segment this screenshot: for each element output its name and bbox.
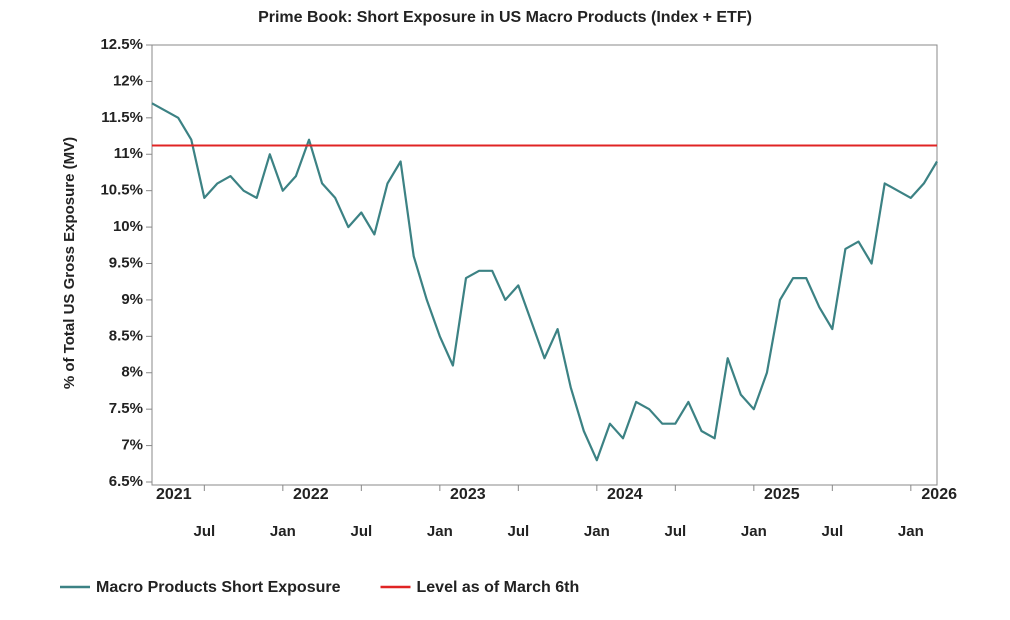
y-tick-label: 11% bbox=[114, 145, 143, 162]
x-tick-label: Jan bbox=[741, 523, 767, 540]
legend-label: Macro Products Short Exposure bbox=[96, 579, 341, 596]
year-label: 2021 bbox=[156, 486, 192, 503]
y-axis-label: % of Total US Gross Exposure (MV) bbox=[61, 137, 78, 389]
x-tick-label: Jul bbox=[193, 523, 215, 540]
legend-label: Level as of March 6th bbox=[417, 579, 580, 596]
y-tick-label: 8% bbox=[121, 364, 143, 381]
y-tick-label: 10.5% bbox=[100, 182, 143, 199]
plot-frame bbox=[151, 44, 938, 486]
y-tick-label: 9% bbox=[121, 291, 143, 308]
y-tick-label: 12.5% bbox=[100, 36, 143, 53]
y-tick-label: 11.5% bbox=[101, 109, 143, 126]
y-tick-label: 12% bbox=[113, 72, 143, 89]
year-label: 2023 bbox=[450, 486, 486, 503]
x-tick-label: Jan bbox=[898, 523, 924, 540]
y-tick-label: 6.5% bbox=[109, 473, 143, 490]
year-label: 2022 bbox=[293, 486, 329, 503]
chart-title: Prime Book: Short Exposure in US Macro P… bbox=[258, 9, 752, 26]
y-tick-label: 7% bbox=[121, 437, 143, 454]
x-tick-label: Jan bbox=[427, 523, 453, 540]
y-tick-label: 8.5% bbox=[109, 327, 143, 344]
y-tick-label: 7.5% bbox=[109, 400, 143, 417]
series-line bbox=[151, 102, 938, 462]
year-label: 2024 bbox=[607, 486, 643, 503]
x-tick-label: Jul bbox=[821, 523, 843, 540]
x-tick-label: Jul bbox=[507, 523, 529, 540]
year-label: 2026 bbox=[921, 486, 957, 503]
y-tick-label: 9.5% bbox=[109, 254, 143, 271]
x-tick-label: Jan bbox=[270, 523, 296, 540]
y-tick-label: 10% bbox=[113, 218, 143, 235]
year-label: 2025 bbox=[764, 486, 800, 503]
x-tick-label: Jul bbox=[350, 523, 372, 540]
x-tick-label: Jul bbox=[664, 523, 686, 540]
x-tick-label: Jan bbox=[584, 523, 610, 540]
